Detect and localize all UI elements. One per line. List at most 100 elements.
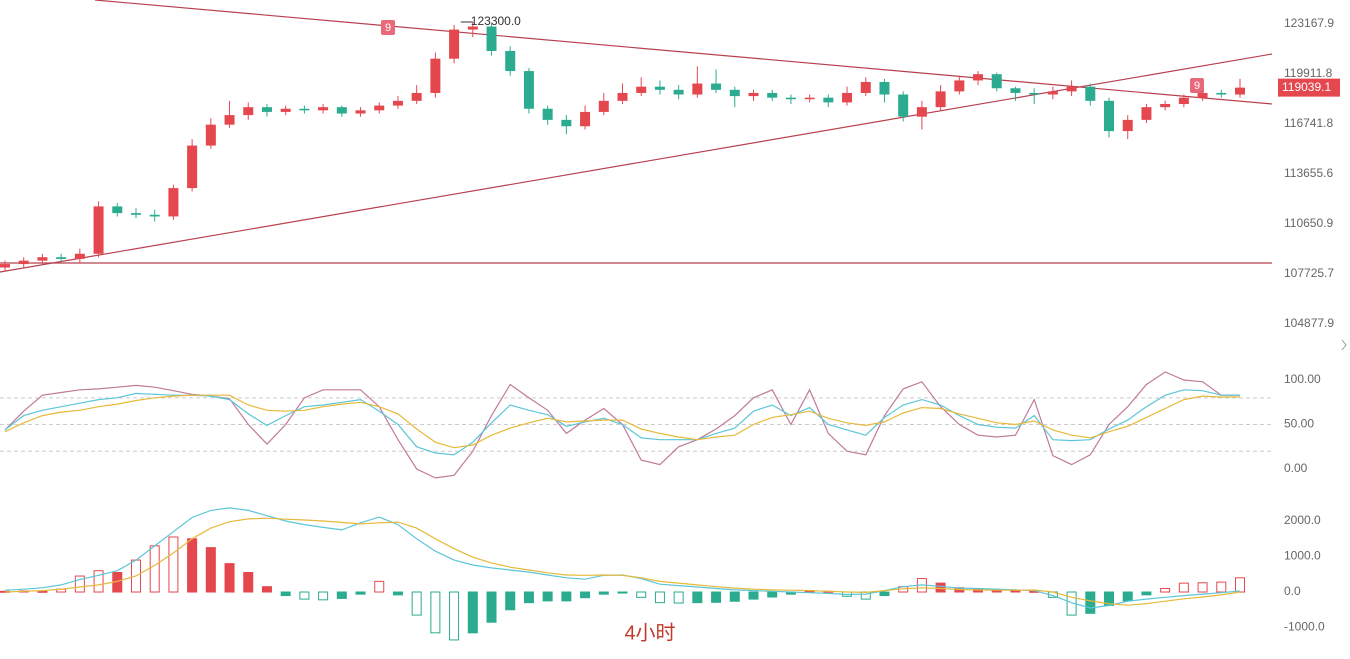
macd-bar: [654, 591, 665, 604]
candle-body: [505, 50, 516, 72]
candle-body: [598, 100, 609, 112]
candle-body: [860, 81, 871, 93]
macd-bar: [74, 575, 85, 593]
signal-badge: 9: [1190, 78, 1204, 93]
macd-bar: [1160, 587, 1171, 593]
y-tick-label: 50.00: [1284, 417, 1314, 431]
macd-bar: [542, 591, 553, 602]
macd-bar: [935, 582, 946, 593]
badge-text: 9: [1194, 80, 1200, 92]
macd-bar: [486, 591, 497, 623]
candle-body: [954, 80, 965, 92]
macd-bar: [767, 591, 778, 598]
macd-bar: [580, 591, 591, 599]
candle-body: [1047, 91, 1058, 95]
macd-bar: [168, 536, 179, 593]
signal-badge: 9: [381, 20, 395, 35]
candle-body: [692, 83, 703, 95]
candle-body: [318, 107, 329, 111]
badge-text: 9: [385, 22, 391, 34]
candle-body: [224, 115, 235, 125]
candle-body: [617, 92, 628, 101]
candle-body: [542, 108, 553, 120]
candle-body: [729, 89, 740, 97]
candle-body: [1066, 86, 1077, 92]
candle-body: [1010, 88, 1021, 93]
candle-body: [449, 29, 460, 59]
macd-bar: [673, 591, 684, 604]
candle-body: [879, 81, 890, 95]
candle-body: [654, 86, 665, 90]
y-tick-label: 119911.8: [1284, 66, 1333, 80]
candle-body: [1141, 107, 1152, 120]
macd-bar: [711, 591, 722, 603]
macd-bar: [692, 591, 703, 604]
macd-bar: [205, 547, 216, 593]
candle-body: [673, 89, 684, 95]
candle-body: [1197, 92, 1208, 98]
candle-body: [1160, 103, 1171, 108]
candle-body: [636, 86, 647, 93]
macd-bar: [1085, 591, 1096, 614]
macd-bar: [1141, 591, 1152, 596]
macd-bar: [636, 591, 647, 598]
candle-body: [18, 260, 29, 265]
candle-body: [392, 100, 403, 106]
candle-body: [804, 97, 815, 100]
indicator-line: [4, 517, 1241, 606]
y-tick-label: 1000.0: [1284, 549, 1321, 563]
macd-bar: [748, 591, 759, 600]
y-tick-label: 0.0: [1284, 584, 1301, 598]
y-tick-label: 107725.7: [1284, 266, 1334, 280]
indicator-line: [4, 389, 1240, 456]
macd-bar: [430, 591, 441, 634]
macd-bar: [392, 591, 403, 596]
macd-bar: [299, 591, 310, 600]
candle-body: [112, 206, 123, 214]
candle-body: [1085, 86, 1096, 101]
candle-body: [916, 107, 927, 117]
macd-bar: [187, 538, 198, 593]
candle-body: [467, 26, 478, 30]
macd-bar: [37, 590, 48, 593]
candle-body: [580, 111, 591, 127]
last-price-tag: [1278, 78, 1340, 97]
macd-bar: [261, 586, 272, 593]
timeframe-label: 4小时: [624, 621, 675, 644]
macd-bar: [879, 591, 890, 597]
badge: [1190, 78, 1204, 93]
candle-body: [130, 213, 141, 215]
macd-bar: [355, 591, 366, 595]
candle-body: [1178, 97, 1189, 104]
candle-body: [280, 108, 291, 112]
y-tick-label: 113655.6: [1284, 166, 1333, 180]
candle-body: [56, 257, 67, 259]
candle-body: [299, 108, 310, 111]
candle-body: [785, 97, 796, 100]
macd-bar: [318, 591, 329, 601]
last-price-text: 119039.1: [1282, 80, 1331, 94]
candle-body: [935, 91, 946, 108]
candle-body: [74, 253, 85, 259]
candle-body: [823, 97, 834, 103]
candle-body: [336, 107, 347, 114]
macd-bar: [411, 591, 422, 616]
candle-body: [411, 92, 422, 101]
candle-body: [37, 257, 48, 261]
macd-bar: [523, 591, 534, 604]
macd-bar: [1197, 582, 1208, 593]
candle-body: [1122, 119, 1133, 132]
candle-body: [898, 94, 909, 117]
y-tick-label: 110650.9: [1284, 216, 1333, 230]
candle-body: [261, 107, 272, 112]
macd-bar: [336, 591, 347, 599]
macd-bar: [505, 591, 516, 611]
candle-body: [168, 188, 179, 217]
panel-handle[interactable]: [1341, 339, 1347, 351]
macd-bar: [467, 591, 478, 634]
resistance-line: [94, 0, 1273, 105]
candle-body: [205, 124, 216, 146]
candle-body: [711, 83, 722, 90]
macd-bar: [449, 591, 460, 641]
